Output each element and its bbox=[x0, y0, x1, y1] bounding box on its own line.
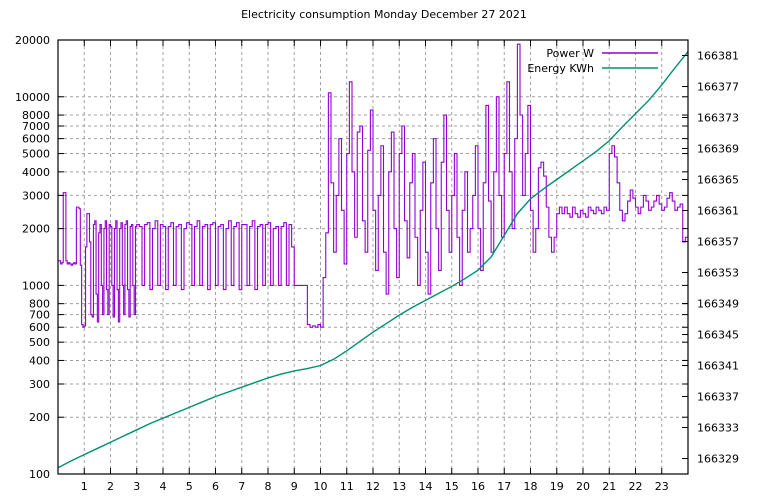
x-tick-label: 23 bbox=[655, 480, 669, 493]
y2-tick-label: 166369 bbox=[697, 143, 739, 156]
y-tick-label: 1000 bbox=[22, 279, 50, 292]
data-series-layer bbox=[57, 43, 689, 469]
y-tick-label: 600 bbox=[29, 321, 50, 334]
x-tick-label: 20 bbox=[576, 480, 590, 493]
x-tick-label: 14 bbox=[419, 480, 433, 493]
chart-title: Electricity consumption Monday December … bbox=[241, 8, 527, 21]
y-tick-label: 700 bbox=[29, 309, 50, 322]
y-tick-label: 800 bbox=[29, 298, 50, 311]
x-tick-label: 18 bbox=[524, 480, 538, 493]
y2-tick-label: 166349 bbox=[697, 298, 739, 311]
x-tick-label: 8 bbox=[265, 480, 272, 493]
x-tick-label: 7 bbox=[238, 480, 245, 493]
x-tick-label: 13 bbox=[392, 480, 406, 493]
chart-legend: Power W Energy KWh bbox=[527, 47, 658, 75]
x-tick-label: 16 bbox=[471, 480, 485, 493]
y-tick-label: 6000 bbox=[22, 133, 50, 146]
y-tick-label: 200 bbox=[29, 411, 50, 424]
y-tick-label: 5000 bbox=[22, 148, 50, 161]
x-tick-label: 11 bbox=[340, 480, 354, 493]
y2-tick-label: 166365 bbox=[697, 174, 739, 187]
x-tick-label: 4 bbox=[160, 480, 167, 493]
x-tick-label: 17 bbox=[497, 480, 511, 493]
x-tick-label: 21 bbox=[602, 480, 616, 493]
series-energy-kwh bbox=[57, 51, 689, 469]
y-tick-label: 300 bbox=[29, 378, 50, 391]
y-axis-right: 166329 166333 166337 166341 166345 166349 1663… bbox=[682, 50, 739, 466]
legend-label: Power W bbox=[546, 47, 594, 60]
y2-tick-label: 166337 bbox=[697, 391, 739, 404]
x-axis: 1 2 3 4 5 6 7 8 9 10 11 12 13 14 15 16 17 18 19 20 21 22 23 bbox=[81, 40, 669, 493]
x-tick-label: 3 bbox=[133, 480, 140, 493]
x-tick-label: 10 bbox=[314, 480, 328, 493]
x-tick-label: 19 bbox=[550, 480, 564, 493]
y2-tick-label: 166333 bbox=[697, 422, 739, 435]
y2-tick-label: 166345 bbox=[697, 329, 739, 342]
y2-tick-label: 166377 bbox=[697, 81, 739, 94]
y2-tick-label: 166381 bbox=[697, 50, 739, 63]
x-tick-label: 15 bbox=[445, 480, 459, 493]
x-tick-label: 22 bbox=[629, 480, 643, 493]
series-power-w bbox=[58, 43, 688, 328]
y-tick-label: 500 bbox=[29, 336, 50, 349]
y2-tick-label: 166361 bbox=[697, 205, 739, 218]
y-tick-label: 3000 bbox=[22, 189, 50, 202]
x-tick-label: 5 bbox=[186, 480, 193, 493]
x-tick-label: 1 bbox=[81, 480, 88, 493]
legend-label: Energy KWh bbox=[527, 62, 594, 75]
y2-tick-label: 166373 bbox=[697, 112, 739, 125]
y-tick-label: 100 bbox=[29, 468, 50, 481]
y-tick-label: 10000 bbox=[15, 91, 50, 104]
y2-tick-label: 166357 bbox=[697, 236, 739, 249]
y-tick-label: 20000 bbox=[15, 34, 50, 47]
y-tick-label: 4000 bbox=[22, 166, 50, 179]
x-tick-label: 6 bbox=[212, 480, 219, 493]
y2-tick-label: 166353 bbox=[697, 267, 739, 280]
x-tick-label: 12 bbox=[366, 480, 380, 493]
x-tick-label: 2 bbox=[107, 480, 114, 493]
y2-tick-label: 166329 bbox=[697, 453, 739, 466]
y2-tick-label: 166341 bbox=[697, 360, 739, 373]
y-tick-label: 2000 bbox=[22, 223, 50, 236]
x-tick-label: 9 bbox=[291, 480, 298, 493]
y-tick-label: 7000 bbox=[22, 120, 50, 133]
y-tick-label: 400 bbox=[29, 354, 50, 367]
y-tick-label: 8000 bbox=[22, 109, 50, 122]
